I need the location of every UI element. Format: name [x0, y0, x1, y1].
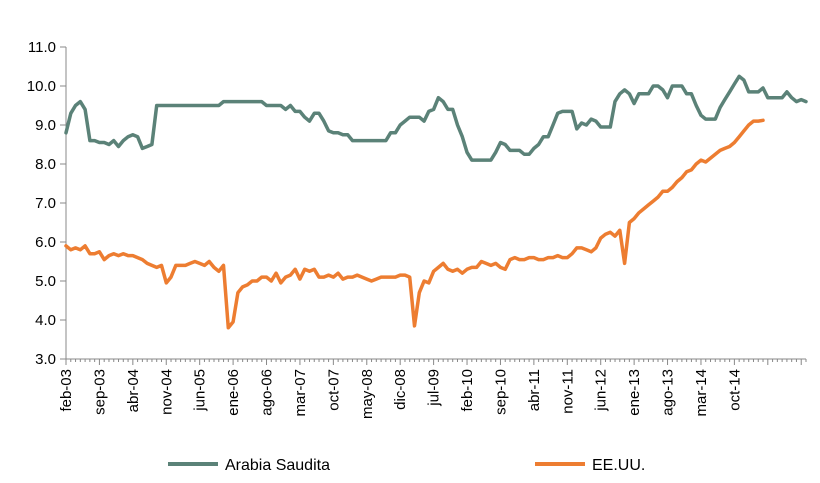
- x-tick-label: dic-08: [392, 369, 409, 410]
- x-tick-label: ene-13: [626, 369, 643, 416]
- legend: Arabia Saudita EE.UU.: [168, 457, 645, 474]
- x-tick-label: ago-13: [660, 369, 677, 416]
- x-tick-label: oct-14: [726, 369, 743, 411]
- series-line-arabia-saudita: [64, 74, 808, 162]
- x-tick-label: ene-06: [225, 369, 242, 416]
- series-lines: [64, 74, 808, 330]
- y-tick-label: 5.0: [35, 273, 56, 290]
- x-tick-label: jun-12: [593, 369, 610, 412]
- x-tick-label: nov-04: [158, 369, 175, 415]
- x-tick-label: jun-05: [192, 369, 209, 412]
- x-tick-label: abr-11: [526, 369, 543, 411]
- x-tick-label: mar-07: [292, 369, 309, 417]
- y-tick-label: 7.0: [35, 195, 56, 212]
- x-tick-label: abr-04: [125, 369, 142, 412]
- y-tick-label: 11.0: [28, 39, 56, 56]
- x-tick-label: ago-06: [259, 369, 276, 416]
- legend-label-arabia-saudita: Arabia Saudita: [225, 457, 330, 474]
- x-axis-ticks: feb-03 sep-03 abr-04 nov-04 jun-05 ene-06 ago-…: [58, 359, 807, 419]
- y-tick-label: 8.0: [35, 156, 56, 173]
- y-tick-label: 9.0: [35, 117, 56, 134]
- y-tick-label: 4.0: [35, 312, 56, 329]
- x-tick-label: nov-11: [559, 369, 576, 414]
- x-tick-label: may-08: [359, 369, 376, 419]
- series-line-eeuu: [64, 118, 765, 330]
- x-tick-label: feb-03: [58, 369, 75, 412]
- y-tick-label: 3.0: [35, 351, 56, 368]
- y-tick-label: 6.0: [35, 234, 56, 251]
- x-tick-label: sep-10: [492, 369, 509, 415]
- x-tick-label: jul-09: [426, 369, 443, 407]
- y-tick-label: 10.0: [27, 78, 56, 95]
- x-tick-label: mar-14: [693, 369, 710, 417]
- x-tick-label: oct-07: [325, 369, 342, 411]
- legend-label-eeuu: EE.UU.: [592, 457, 645, 474]
- x-tick-label: feb-10: [459, 369, 476, 412]
- x-tick-label: sep-03: [91, 369, 108, 415]
- y-axis-ticks: 3.0 4.0 5.0 6.0 7.0 8.0 9.0 10.0 11.0: [27, 39, 66, 368]
